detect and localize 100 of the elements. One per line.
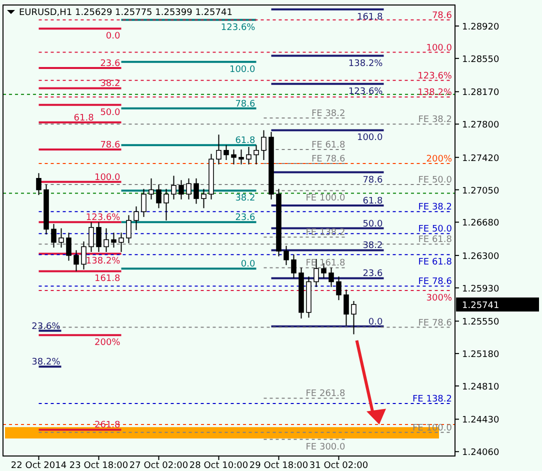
candlestick xyxy=(104,228,109,252)
candlestick xyxy=(74,250,79,272)
series-label: 0.0 xyxy=(106,32,121,42)
x-tick-label: 27 Oct 02:00 xyxy=(129,461,188,471)
series-label: FE 50.0 xyxy=(418,224,452,235)
candlestick xyxy=(171,175,176,200)
y-tick-label: 1.28920 xyxy=(462,22,500,33)
series-label: FE 61.8 xyxy=(311,140,346,150)
series-label: 78.6 xyxy=(362,175,384,186)
series-label: 61.8 xyxy=(74,113,94,124)
series-label: 138.2% xyxy=(86,256,121,267)
series-label: 0.0 xyxy=(240,260,256,270)
candlestick xyxy=(81,240,86,270)
series-label: FE 261.8 xyxy=(306,389,346,400)
series-label: 100.0 xyxy=(94,172,121,183)
series-label: 50.0 xyxy=(100,108,121,118)
candlestick xyxy=(254,144,259,165)
candlestick xyxy=(246,146,252,165)
series-label: FE 61.8 xyxy=(418,235,452,246)
candlestick xyxy=(126,214,132,244)
series-label: 161.8 xyxy=(94,274,121,284)
series-label: FE 38.2 xyxy=(418,115,452,126)
series-label: 138.2% xyxy=(348,58,384,69)
series-label: 100.0 xyxy=(356,133,384,144)
x-tick-label: 22 Oct 2014 xyxy=(10,461,67,471)
series-label: 200% xyxy=(426,154,452,165)
series-label: FE 50.0 xyxy=(418,176,452,186)
candlestick xyxy=(141,188,146,218)
candlestick xyxy=(336,276,342,301)
series-label: 78.6 xyxy=(235,99,256,110)
series-label: FE 100.0 xyxy=(306,194,346,204)
series-label: 100.0 xyxy=(426,43,452,54)
candlestick xyxy=(58,228,64,248)
series-label: FE 61.8 xyxy=(418,258,452,268)
candlestick xyxy=(178,180,184,200)
x-tick-label: 29 Oct 18:00 xyxy=(249,461,308,471)
series-label: FE 38.2 xyxy=(311,108,346,119)
series-label: 61.8 xyxy=(235,136,256,146)
series-label: FE 38.2 xyxy=(418,202,452,213)
y-tick-label: 1.24430 xyxy=(462,416,500,426)
candlestick xyxy=(238,148,244,165)
series-label: 23.6 xyxy=(235,213,256,224)
candlestick xyxy=(224,144,229,161)
candlestick xyxy=(291,254,296,279)
candlestick xyxy=(231,148,236,165)
y-tick-label: 1.24810 xyxy=(462,382,500,392)
series-label: 0.0 xyxy=(368,317,384,328)
series-label: FE 300.0 xyxy=(306,442,346,452)
y-tick-label: 1.28170 xyxy=(462,88,500,98)
candlestick xyxy=(96,222,102,252)
series-label: 200% xyxy=(94,338,121,348)
x-tick-label: 23 Oct 18:00 xyxy=(69,461,128,471)
y-tick-label: 1.24060 xyxy=(462,448,500,458)
candlestick xyxy=(344,289,349,326)
x-tick-label: 31 Oct 02:00 xyxy=(309,461,368,471)
y-tick-label: 1.27050 xyxy=(462,186,500,196)
series-label: 123.6% xyxy=(348,86,384,97)
series-label: FE 78.6 xyxy=(418,318,452,328)
y-tick-label: 1.26300 xyxy=(462,252,500,262)
candlestick xyxy=(118,232,124,252)
y-tick-label: 1.25180 xyxy=(462,350,500,360)
x-tick-label: 28 Oct 10:00 xyxy=(189,461,248,471)
series-label: 38.2 xyxy=(235,194,256,204)
series-label: 123.6% xyxy=(220,22,256,33)
series-label: 38.2 xyxy=(362,241,383,252)
y-tick-label: 1.25930 xyxy=(462,284,500,294)
candlestick xyxy=(194,178,199,204)
series-label: FE 78.6 xyxy=(418,277,452,288)
series-label: FE 138.2 xyxy=(412,394,452,404)
series-label: 161.8 xyxy=(356,12,384,22)
candlestick xyxy=(261,130,266,161)
series-label: 23.6% xyxy=(32,322,61,332)
series-label: 123.6% xyxy=(86,213,121,224)
series-label: 78.6 xyxy=(432,10,452,21)
candlestick xyxy=(284,245,289,266)
candlestick xyxy=(134,206,139,231)
candlestick xyxy=(328,267,334,288)
y-tick-label: 1.27800 xyxy=(462,120,500,131)
series-label: 38.2 xyxy=(100,79,120,90)
series-label: 61.8 xyxy=(362,196,384,207)
y-tick-label: 1.25550 xyxy=(462,318,500,328)
chart-title: EURUSD,H1 1.25629 1.25775 1.25399 1.25741 xyxy=(19,8,232,18)
candlestick xyxy=(51,223,56,248)
y-tick-label: 1.28550 xyxy=(462,54,500,65)
candlestick xyxy=(186,178,192,200)
candlestick xyxy=(216,134,222,165)
candlestick xyxy=(201,188,206,209)
series-label: 100.0 xyxy=(229,64,256,75)
text: 1.25741 xyxy=(462,301,500,311)
series-label: 300% xyxy=(426,293,452,304)
series-label: 50.0 xyxy=(362,219,384,230)
series-label: 123.6% xyxy=(418,71,452,82)
series-label: 38.2% xyxy=(32,358,61,368)
series-label: 78.6 xyxy=(100,140,121,150)
series-label: FE 78.6 xyxy=(311,154,346,165)
candlestick xyxy=(111,232,116,248)
series-label: 23.6 xyxy=(100,59,121,70)
candlestick xyxy=(148,178,154,200)
candlestick xyxy=(351,300,356,335)
y-tick-label: 1.26680 xyxy=(462,218,500,229)
